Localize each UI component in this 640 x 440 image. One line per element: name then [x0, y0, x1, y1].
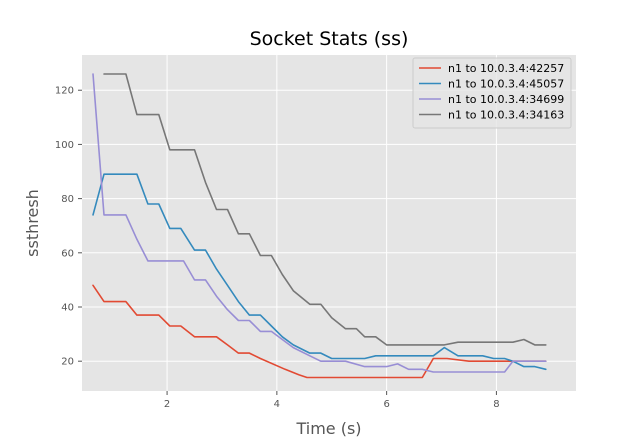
y-axis-label: ssthresh [23, 189, 42, 257]
series-line-2 [92, 173, 547, 371]
x-tick-label: 2 [164, 399, 170, 410]
series-line-3 [92, 73, 547, 373]
y-tick-label: 60 [61, 248, 74, 259]
legend-box [412, 57, 572, 129]
legend-label-4: n1 to 10.0.3.4:34163 [448, 109, 564, 122]
x-tick-label: 6 [383, 399, 389, 410]
legend-items: n1 to 10.0.3.4:42257 n1 to 10.0.3.4:45057… [419, 62, 564, 122]
chart-title: Socket Stats (ss) [250, 28, 409, 50]
y-tick-label: 40 [61, 303, 74, 314]
x-axis-label: Time (s) [295, 419, 361, 438]
series-line-4 [103, 73, 547, 346]
y-tick-label: 20 [61, 357, 74, 368]
legend-label-2: n1 to 10.0.3.4:45057 [448, 78, 564, 91]
legend: n1 to 10.0.3.4:42257 n1 to 10.0.3.4:45057… [412, 57, 572, 129]
y-tick-label: 100 [55, 140, 74, 151]
y-tick-label: 120 [55, 86, 74, 97]
legend-label-3: n1 to 10.0.3.4:34699 [448, 93, 564, 106]
y-tick-label: 80 [61, 194, 74, 205]
axis-ticks: 2 4 6 8 20 40 60 80 100 120 [55, 86, 500, 410]
gridlines [82, 55, 576, 391]
series-lines [92, 73, 547, 379]
legend-label-1: n1 to 10.0.3.4:42257 [448, 62, 564, 75]
x-tick-label: 8 [493, 399, 499, 410]
x-tick-label: 4 [274, 399, 280, 410]
series-line-1 [92, 284, 547, 379]
